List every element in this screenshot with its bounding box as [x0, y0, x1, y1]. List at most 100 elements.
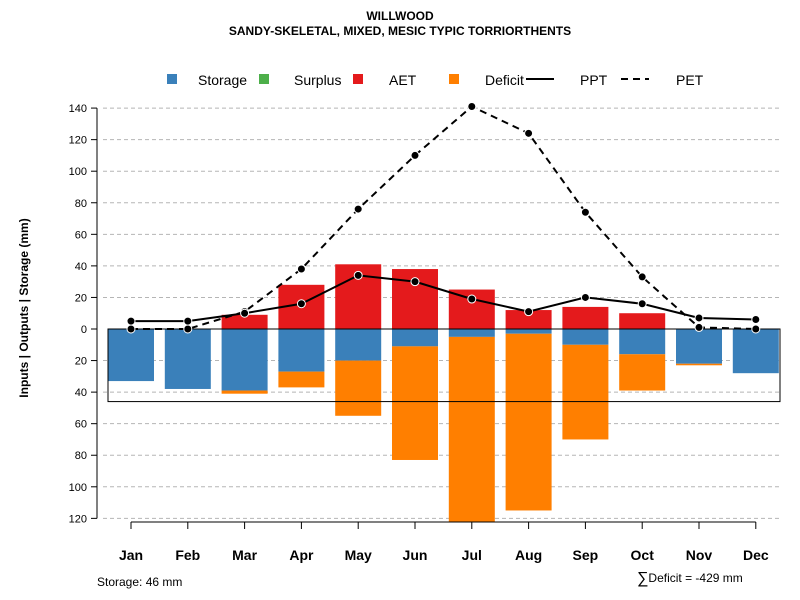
storage-bar-apr	[278, 329, 325, 372]
lines	[126, 102, 761, 334]
x-tick-label-dec: Dec	[743, 547, 769, 563]
legend-swatch-aet	[353, 74, 363, 84]
x-tick-label-feb: Feb	[175, 547, 200, 563]
ppt-point-sep	[580, 292, 590, 302]
pet-point-aug	[524, 128, 534, 138]
x-tick-label-mar: Mar	[232, 547, 257, 563]
storage-capacity-box	[107, 328, 781, 403]
legend-label-surplus: Surplus	[294, 72, 341, 88]
deficit-bar-jul	[448, 336, 495, 522]
pet-point-jan	[126, 324, 136, 334]
axes: 140 120 100 80 60 40 20 0 20 40 60 80 100 120 Jan Feb Ma…	[17, 103, 769, 563]
deficit-bar-aug	[505, 333, 552, 511]
pet-point-may	[353, 204, 363, 214]
x-tick-label-jul: Jul	[462, 547, 482, 563]
storage-capacity-outline	[107, 328, 781, 403]
aet-bar-sep	[562, 306, 609, 329]
x-tick-label-nov: Nov	[686, 547, 713, 563]
ppt-point-jan	[126, 316, 136, 326]
deficit-bar-oct	[619, 354, 666, 391]
storage-bar-may	[335, 329, 382, 361]
pet-line	[131, 105, 756, 330]
legend-label-ppt: PPT	[580, 72, 608, 88]
y-tick-label: 80	[75, 450, 87, 462]
y-tick-label: 0	[81, 324, 87, 336]
legend-swatch-deficit	[449, 74, 459, 84]
deficit-bar-apr	[278, 371, 325, 388]
storage-bar-sep	[562, 329, 609, 345]
ppt-point-nov	[694, 313, 704, 323]
chart-title: WILLWOOD	[366, 9, 434, 23]
storage-bar-mar	[221, 329, 268, 391]
pet-point-sep	[580, 207, 590, 217]
x-tick-label-apr: Apr	[289, 547, 314, 563]
deficit-text: Deficit = -429 mm	[648, 571, 743, 585]
y-tick-label: 120	[69, 135, 87, 147]
ppt-point-may	[353, 270, 363, 280]
aet-bar-mar	[221, 314, 268, 329]
y-tick-label: 40	[75, 387, 87, 399]
ppt-point-jul	[467, 294, 477, 304]
storage-bar-aug	[505, 329, 552, 334]
x-tick-label-sep: Sep	[573, 547, 599, 563]
ppt-point-apr	[296, 299, 306, 309]
x-tick-label-may: May	[345, 547, 372, 563]
x-tick-label-oct: Oct	[631, 547, 655, 563]
storage-bar-jul	[448, 329, 495, 337]
deficit-bar-sep	[562, 344, 609, 440]
y-axis-label: Inputs | Outputs | Storage (mm)	[17, 218, 31, 397]
pet-point-nov	[694, 322, 704, 332]
y-tick-label: 20	[75, 292, 87, 304]
ppt-point-aug	[524, 307, 534, 317]
deficit-note: ∑Deficit = -429 mm	[637, 570, 743, 588]
legend-label-pet: PET	[676, 72, 704, 88]
y-tick-label: 120	[69, 513, 87, 525]
aet-bar-oct	[619, 313, 666, 329]
x-tick-label-jun: Jun	[403, 547, 428, 563]
legend-swatch-surplus	[259, 74, 269, 84]
storage-bar-jun	[392, 329, 438, 347]
bars	[108, 264, 779, 522]
legend-label-storage: Storage	[198, 72, 247, 88]
y-tick-label: 100	[69, 166, 87, 178]
storage-bar-nov	[676, 329, 722, 364]
deficit-bar-mar	[221, 390, 268, 394]
y-tick-label: 60	[75, 419, 87, 431]
sigma-symbol: ∑	[637, 570, 649, 587]
ppt-point-oct	[637, 299, 647, 309]
y-tick-label: 40	[75, 261, 87, 273]
storage-note: Storage: 46 mm	[97, 575, 183, 589]
pet-point-dec	[751, 324, 761, 334]
y-tick-label: 60	[75, 229, 87, 241]
storage-bar-oct	[619, 329, 666, 355]
storage-bar-dec	[732, 329, 779, 374]
storage-bar-feb	[164, 329, 211, 389]
ppt-line	[131, 274, 756, 323]
pet-point-feb	[183, 324, 193, 334]
pet-point-jul	[467, 102, 477, 112]
gridlines	[103, 107, 780, 519]
y-tick-label: 20	[75, 356, 87, 368]
storage-bar-jan	[108, 329, 154, 382]
pet-point-apr	[296, 264, 306, 274]
deficit-bar-jun	[392, 346, 438, 460]
pet-point-jun	[410, 150, 420, 160]
deficit-bar-nov	[676, 363, 722, 366]
chart-subtitle: SANDY-SKELETAL, MIXED, MESIC TYPIC TORRI…	[228, 24, 572, 38]
ppt-point-mar	[240, 308, 250, 318]
x-tick-label-jan: Jan	[119, 547, 143, 563]
ppt-point-feb	[183, 316, 193, 326]
legend-label-deficit: Deficit	[485, 72, 524, 88]
y-tick-label: 100	[69, 482, 87, 494]
ppt-point-dec	[751, 315, 761, 325]
ppt-point-jun	[410, 277, 420, 287]
y-tick-label: 80	[75, 198, 87, 210]
x-tick-label-aug: Aug	[515, 547, 542, 563]
deficit-bar-may	[335, 360, 382, 416]
legend: Storage Surplus AET Deficit PPT PET	[167, 72, 704, 88]
y-tick-label: 140	[69, 103, 87, 115]
pet-point-oct	[637, 272, 647, 282]
aet-bar-aug	[505, 310, 552, 329]
legend-label-aet: AET	[389, 72, 417, 88]
